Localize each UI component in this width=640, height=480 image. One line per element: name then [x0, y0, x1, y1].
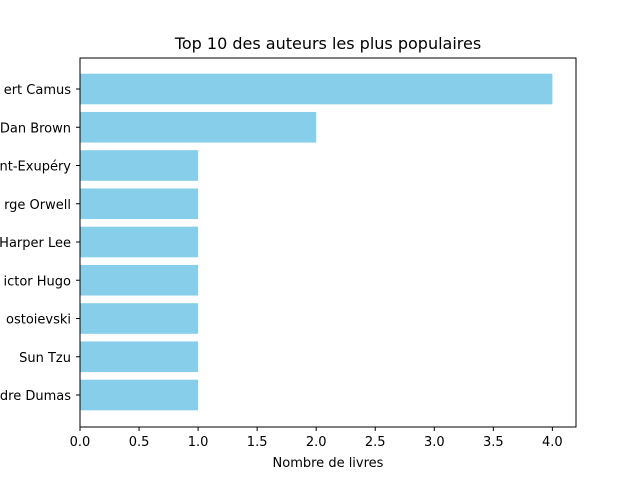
y-tick-label: Dan Brown — [0, 121, 71, 136]
x-tick-label: 2.5 — [365, 435, 386, 450]
bar — [80, 73, 553, 105]
bar — [80, 111, 317, 143]
x-tick-label: 0.0 — [70, 435, 91, 450]
plot-frame — [79, 57, 577, 428]
x-tick-label: 0.5 — [129, 435, 150, 450]
y-tick-label: ictor Hugo — [3, 274, 71, 289]
bar — [80, 150, 199, 181]
x-tick-label: 3.5 — [483, 435, 504, 450]
chart-title: Top 10 des auteurs les plus populaires — [174, 34, 481, 53]
y-ticks-group: ert Camus Dan Brown nt-Exupéry rge Orwell Ha… — [0, 83, 80, 404]
x-ticks-group: 0.0 0.5 1.0 1.5 2.0 2.5 3.0 3.5 4.0 — [70, 427, 563, 450]
x-tick-label: 2.0 — [306, 435, 327, 450]
y-tick-label: dre Dumas — [0, 389, 71, 404]
y-tick-label: ostoievski — [6, 313, 71, 328]
y-tick-label: Sun Tzu — [19, 351, 71, 366]
bar — [80, 303, 199, 334]
y-tick-label: rge Orwell — [4, 198, 71, 213]
y-tick-label: Harper Lee — [0, 236, 71, 251]
bars-group — [80, 73, 553, 411]
y-tick-label: ert Camus — [4, 83, 72, 98]
x-tick-label: 1.0 — [188, 435, 209, 450]
x-axis-label: Nombre de livres — [273, 456, 384, 471]
bar — [80, 188, 199, 220]
bar — [80, 264, 199, 296]
x-tick-label: 1.5 — [247, 435, 268, 450]
y-tick-label: nt-Exupéry — [0, 160, 71, 175]
bar — [80, 341, 199, 373]
bar — [80, 379, 199, 411]
x-tick-label: 4.0 — [542, 435, 563, 450]
bar — [80, 226, 199, 258]
x-tick-label: 3.0 — [424, 435, 445, 450]
